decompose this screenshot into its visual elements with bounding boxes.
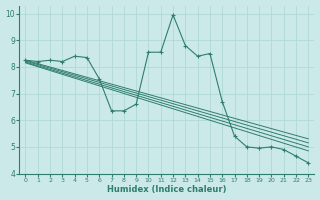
X-axis label: Humidex (Indice chaleur): Humidex (Indice chaleur) — [107, 185, 227, 194]
